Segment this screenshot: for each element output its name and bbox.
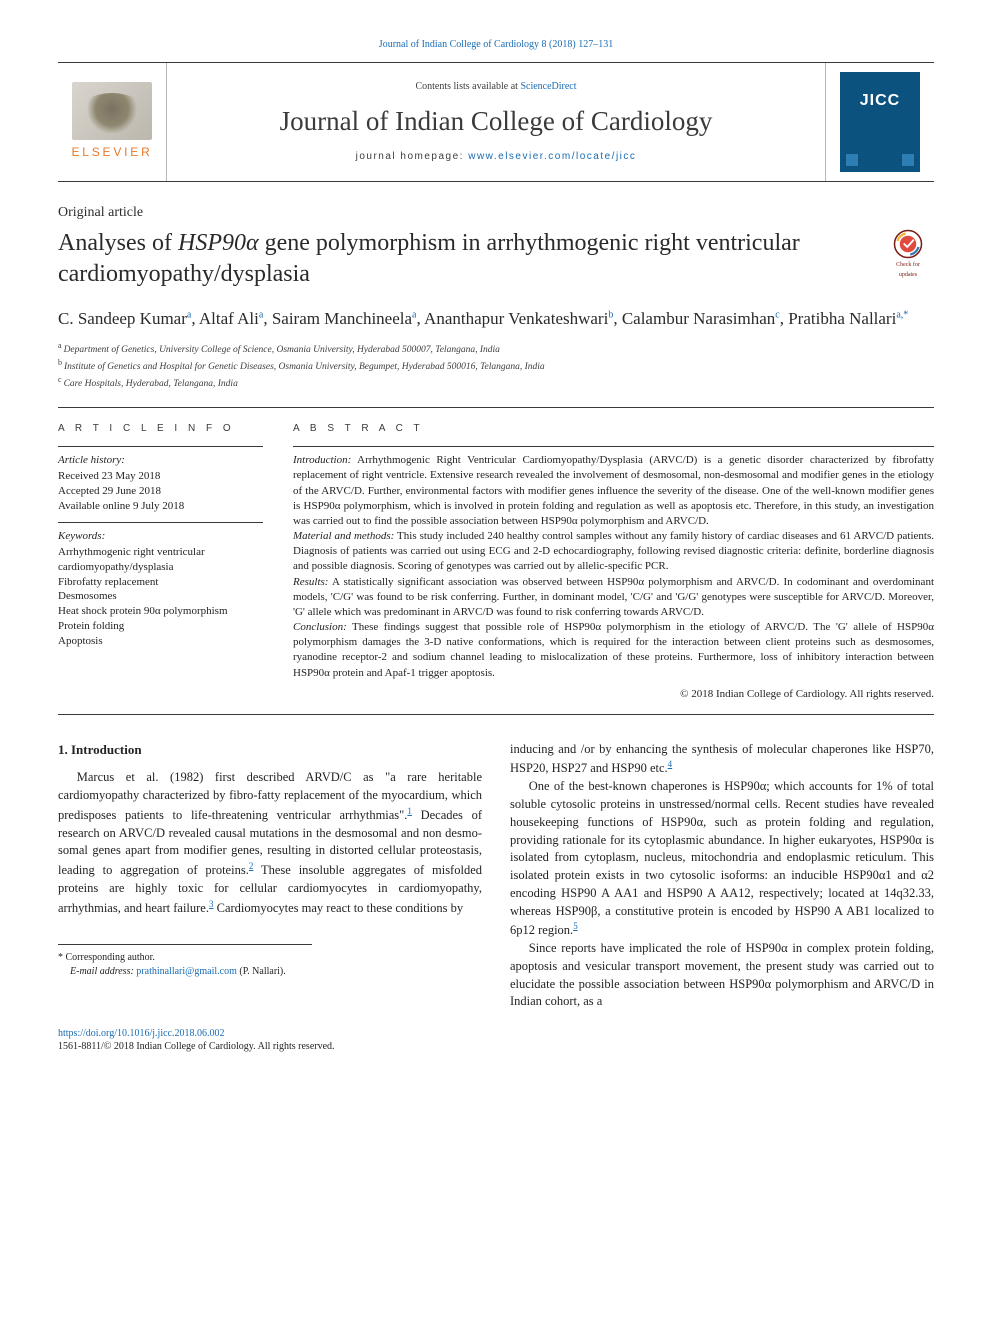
abs-results-label: Results: (293, 576, 328, 588)
citation-ref[interactable]: 5 (573, 921, 578, 931)
contents-prefix: Contents lists available at (415, 81, 520, 92)
divider (58, 407, 934, 408)
corr-label: * Corresponding author. (58, 951, 312, 965)
corresponding-author: * Corresponding author. E-mail address: … (58, 944, 312, 979)
corr-email-suffix: (P. Nallari). (237, 966, 286, 977)
running-citation: Journal of Indian College of Cardiology … (58, 38, 934, 52)
masthead-center: Contents lists available at ScienceDirec… (166, 63, 826, 181)
article-history: Article history: Received 23 May 2018 Ac… (58, 453, 263, 513)
cover-abbrev: JICC (840, 90, 920, 112)
divider (58, 714, 934, 715)
affiliation: cCare Hospitals, Hyderabad, Telangana, I… (58, 375, 934, 391)
journal-name: Journal of Indian College of Cardiology (280, 103, 713, 139)
abs-intro-label: Introduction: (293, 454, 351, 466)
affiliation: bInstitute of Genetics and Hospital for … (58, 358, 934, 374)
keywords-label: Keywords: (58, 529, 263, 544)
journal-homepage: journal homepage: www.elsevier.com/locat… (356, 150, 637, 164)
keyword: Fibrofatty replacement (58, 575, 263, 590)
abstract-heading: A B S T R A C T (293, 422, 934, 436)
keyword: Protein folding (58, 619, 263, 634)
author: Pratibha Nallaria,* (788, 309, 908, 328)
body-columns: 1. Introduction Marcus et al. (1982) fir… (58, 741, 934, 1012)
crossmark-text1: Check for (896, 261, 920, 269)
history-line: Available online 9 July 2018 (58, 499, 263, 514)
affil-ref[interactable]: a (259, 309, 263, 320)
doi-link[interactable]: https://doi.org/10.1016/j.jicc.2018.06.0… (58, 1028, 224, 1039)
publisher-wordmark: ELSEVIER (71, 144, 152, 160)
keywords-block: Keywords: Arrhythmogenic right ventricul… (58, 529, 263, 649)
crossmark-badge[interactable]: Check for updates (882, 228, 934, 280)
history-label: Article history: (58, 453, 263, 468)
abs-conclusion-label: Conclusion: (293, 621, 347, 633)
section-heading: 1. Introduction (58, 741, 482, 759)
body-paragraph: inducing and /or by enhancing the synthe… (510, 741, 934, 779)
body-paragraph: Marcus et al. (1982) first described ARV… (58, 769, 482, 917)
affil-ref[interactable]: a (412, 309, 416, 320)
author: Sairam Manchineelaa (272, 309, 417, 328)
issn-line: 1561-8811/© 2018 Indian College of Cardi… (58, 1041, 335, 1052)
corr-email-link[interactable]: prathinallari@gmail.com (136, 966, 237, 977)
affil-ref[interactable]: c (775, 309, 779, 320)
abstract-column: A B S T R A C T Introduction: Arrhythmog… (293, 422, 934, 701)
homepage-prefix: journal homepage: (356, 151, 469, 162)
page-footer: https://doi.org/10.1016/j.jicc.2018.06.0… (58, 1027, 934, 1053)
affil-ref[interactable]: a,* (896, 309, 908, 320)
keyword: Apoptosis (58, 634, 263, 649)
citation-ref[interactable]: 4 (668, 759, 673, 769)
body-paragraph: Since reports have implicated the role o… (510, 940, 934, 1011)
body-col-right: inducing and /or by enhancing the synthe… (510, 741, 934, 1012)
keyword: Arrhythmogenic right ventricular cardiom… (58, 545, 263, 575)
author: Ananthapur Venkateshwarib (424, 309, 613, 328)
author: C. Sandeep Kumara (58, 309, 191, 328)
sciencedirect-link[interactable]: ScienceDirect (520, 81, 576, 92)
abs-methods-label: Material and methods: (293, 530, 394, 542)
affil-ref[interactable]: b (608, 309, 613, 320)
cover-thumb-block: JICC (826, 63, 934, 181)
publisher-logo-block: ELSEVIER (58, 63, 166, 181)
contents-available: Contents lists available at ScienceDirec… (415, 80, 576, 94)
corr-email-label: E-mail address: (70, 966, 136, 977)
abs-intro: Arrhythmogenic Right Ventricular Cardiom… (293, 454, 934, 527)
article-title: Analyses of HSP90α gene polymorphism in … (58, 228, 868, 289)
crossmark-text2: updates (899, 271, 917, 279)
homepage-link[interactable]: www.elsevier.com/locate/jicc (468, 151, 636, 162)
abstract-body: Introduction: Arrhythmogenic Right Ventr… (293, 453, 934, 681)
abs-results: A statistically significant association … (293, 576, 934, 618)
abstract-copyright: © 2018 Indian College of Cardiology. All… (293, 687, 934, 702)
affiliation: aDepartment of Genetics, University Coll… (58, 341, 934, 357)
body-paragraph: One of the best-known chaperones is HSP9… (510, 778, 934, 940)
history-line: Accepted 29 June 2018 (58, 484, 263, 499)
article-type: Original article (58, 204, 934, 223)
author: Calambur Narasimhanc (622, 309, 780, 328)
journal-cover-icon: JICC (840, 72, 920, 172)
affil-ref[interactable]: a (187, 309, 191, 320)
keyword: Heat shock protein 90α polymorphism (58, 604, 263, 619)
history-line: Received 23 May 2018 (58, 469, 263, 484)
article-info-heading: A R T I C L E I N F O (58, 422, 263, 436)
article-info-column: A R T I C L E I N F O Article history: R… (58, 422, 263, 701)
masthead: ELSEVIER Contents lists available at Sci… (58, 62, 934, 182)
abs-conclusion: These findings suggest that possible rol… (293, 621, 934, 679)
author-list: C. Sandeep Kumara, Altaf Alia, Sairam Ma… (58, 306, 934, 332)
elsevier-tree-icon (72, 82, 152, 140)
crossmark-icon (893, 229, 923, 259)
affiliations: aDepartment of Genetics, University Coll… (58, 341, 934, 391)
author: Altaf Alia (199, 309, 263, 328)
body-col-left: 1. Introduction Marcus et al. (1982) fir… (58, 741, 482, 1012)
keyword: Desmosomes (58, 589, 263, 604)
